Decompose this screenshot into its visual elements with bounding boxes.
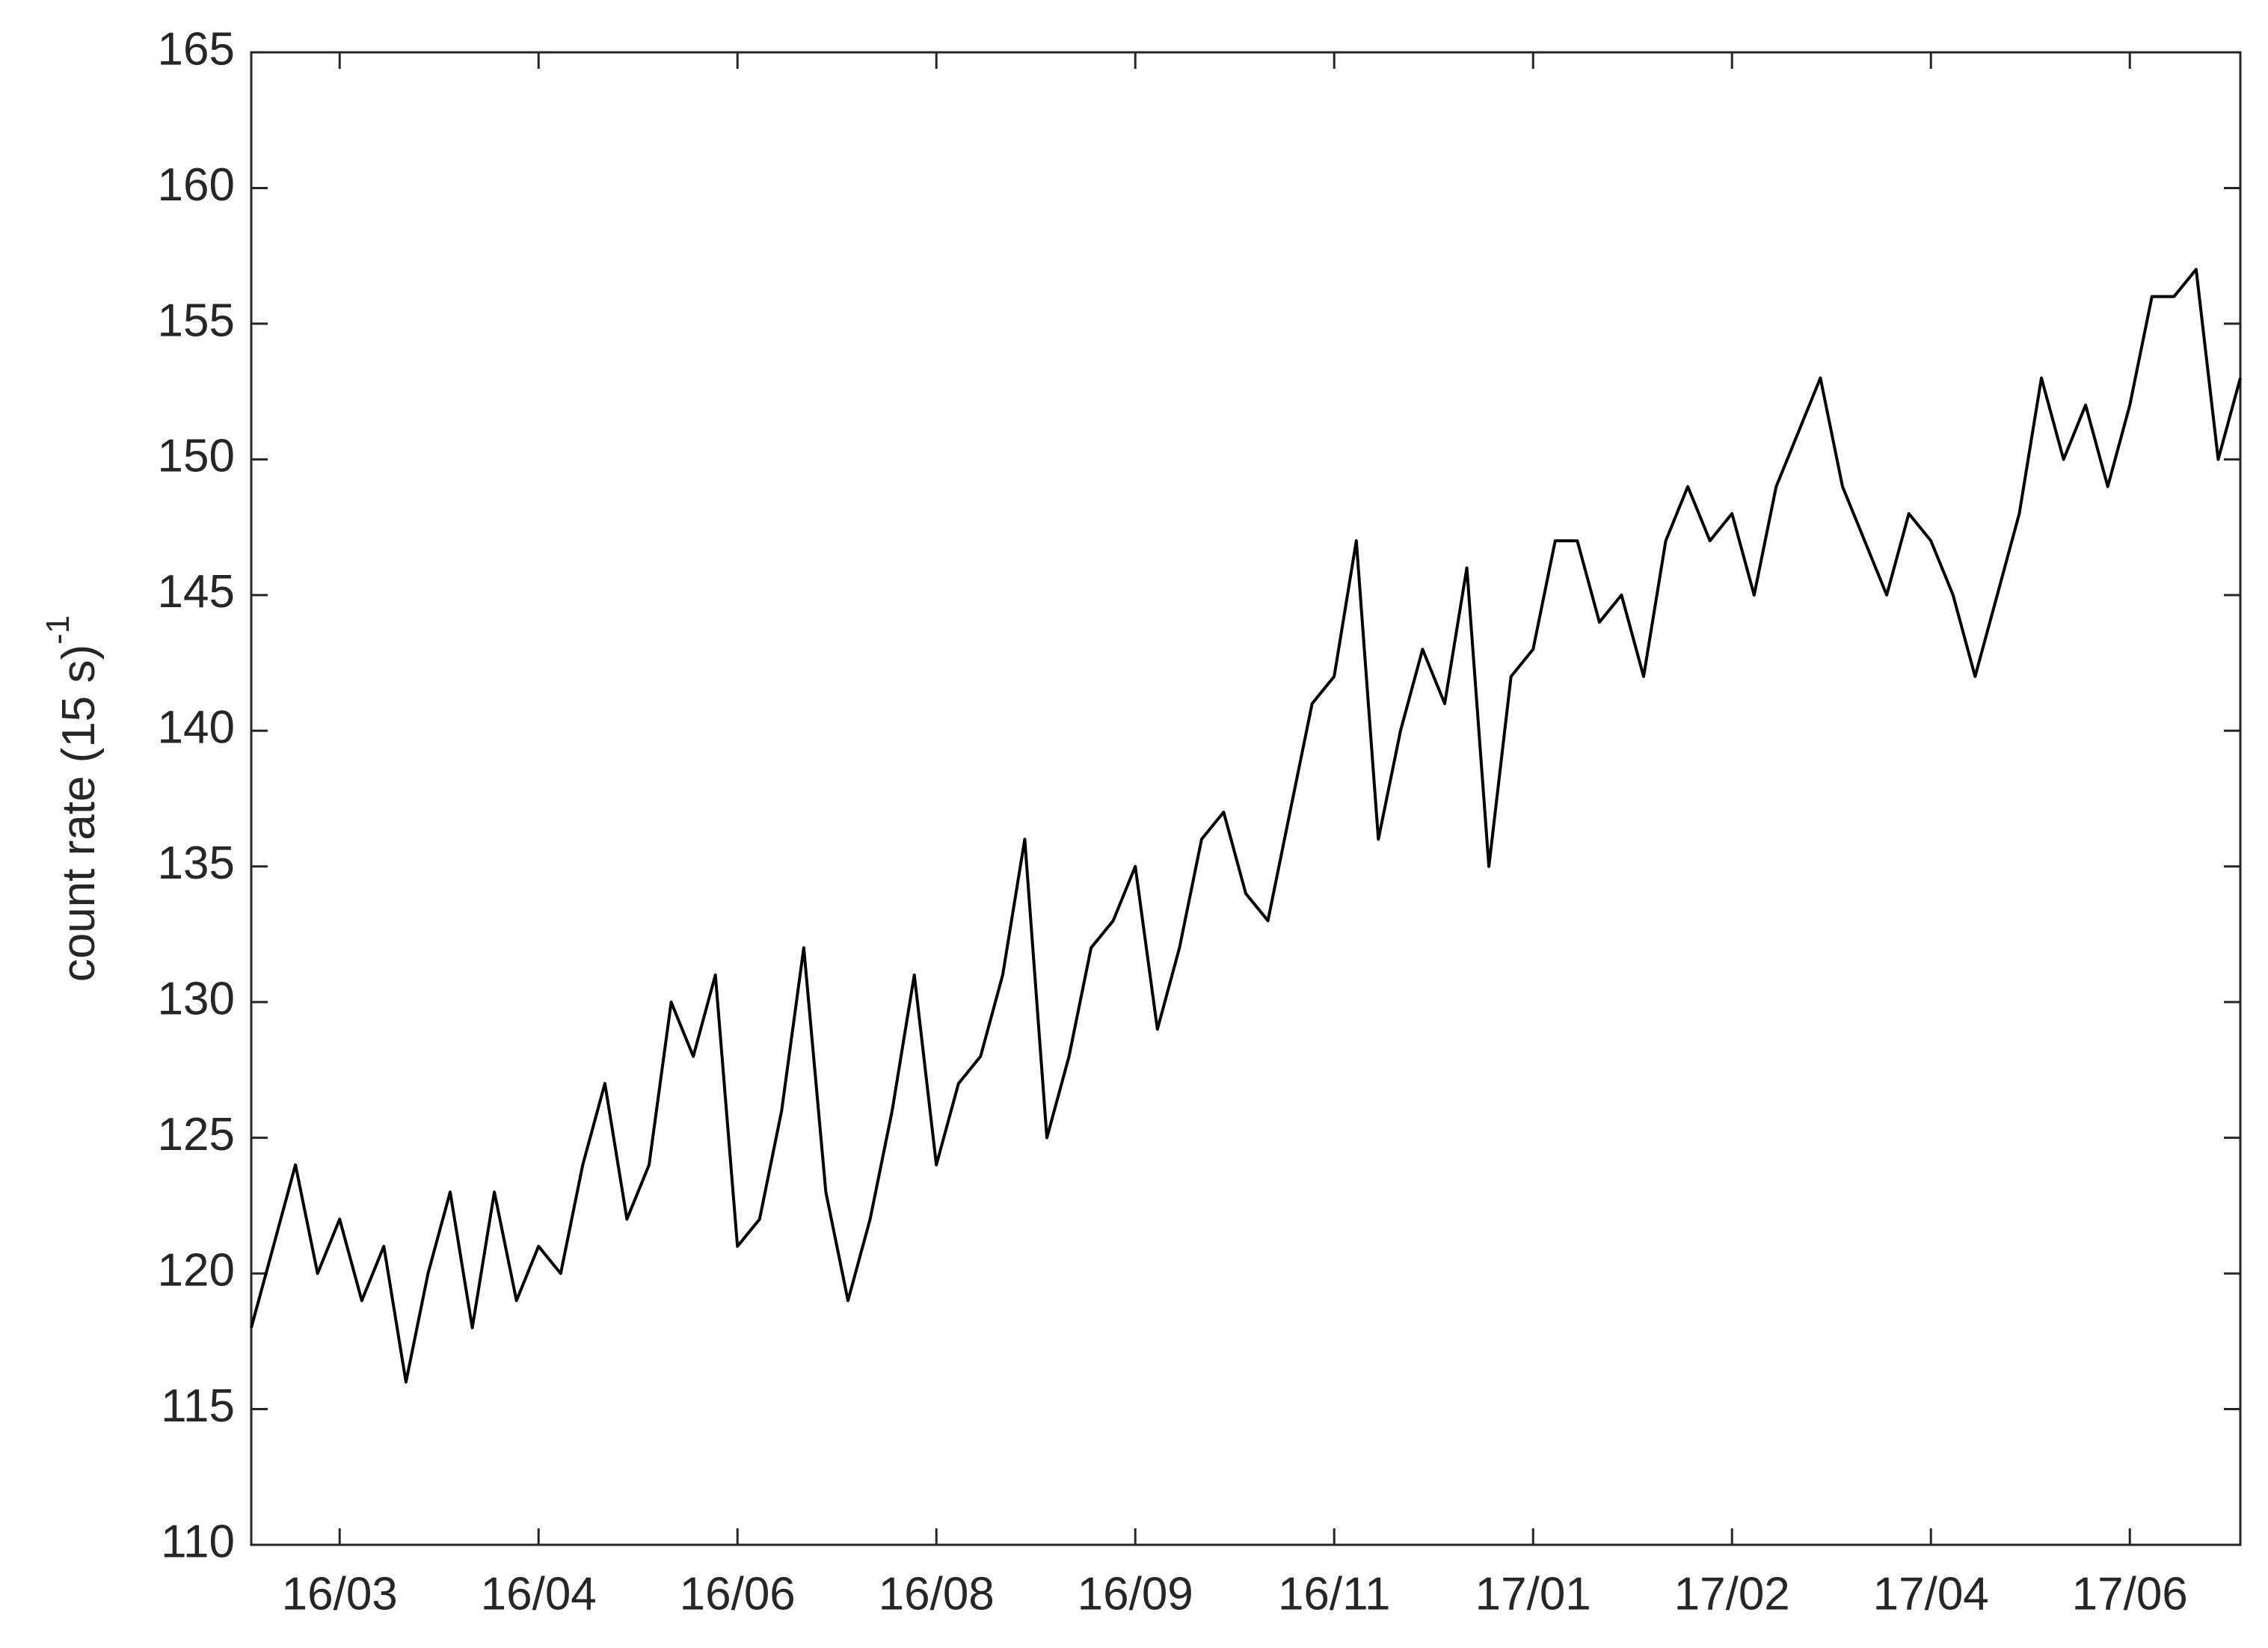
y-tick-label: 140 <box>158 702 235 754</box>
x-tick-label: 16/03 <box>282 1568 398 1620</box>
x-tick-label: 17/06 <box>2072 1568 2188 1620</box>
y-tick-label: 150 <box>158 431 235 482</box>
x-tick-label: 17/02 <box>1674 1568 1790 1620</box>
x-tick-label: 16/06 <box>680 1568 796 1620</box>
y-axis-label: count rate (15 s)-1 <box>40 615 105 983</box>
x-tick-label: 17/04 <box>1873 1568 1989 1620</box>
y-tick-label: 145 <box>158 566 235 618</box>
x-tick-label: 16/09 <box>1078 1568 1193 1620</box>
y-tick-label: 160 <box>158 159 235 211</box>
y-tick-label: 135 <box>158 837 235 889</box>
y-tick-label: 165 <box>158 23 235 75</box>
x-tick-label: 17/01 <box>1475 1568 1591 1620</box>
y-label-text: count rate (15 s) <box>53 645 105 982</box>
y-tick-label: 115 <box>161 1380 235 1432</box>
y-tick-label: 130 <box>158 974 235 1025</box>
y-tick-label: 120 <box>158 1244 235 1296</box>
data-line <box>250 268 2242 1384</box>
y-tick-label: 125 <box>158 1109 235 1160</box>
y-tick-label: 110 <box>161 1516 235 1567</box>
x-tick-label: 16/04 <box>481 1568 597 1620</box>
plot-frame <box>250 51 2242 1546</box>
x-tick-label: 16/08 <box>879 1568 995 1620</box>
y-label-exponent: -1 <box>40 615 76 645</box>
x-tick-label: 16/11 <box>1278 1568 1391 1620</box>
y-tick-label: 155 <box>158 295 235 346</box>
